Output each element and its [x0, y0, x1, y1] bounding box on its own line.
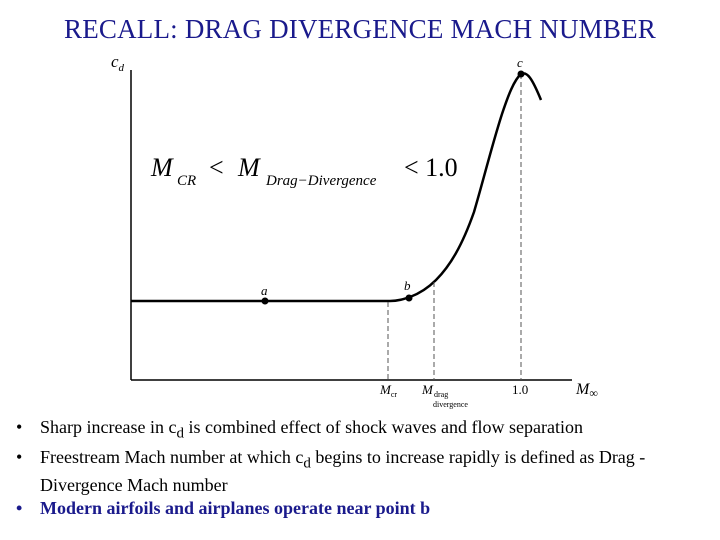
point-a-marker: [261, 297, 269, 305]
svg-text:CR: CR: [177, 173, 196, 189]
svg-text:Drag−Divergence: Drag−Divergence: [265, 173, 377, 189]
svg-text:M: M: [150, 153, 174, 182]
tick-label-mdd-sub-1: drag: [434, 390, 448, 399]
point-b-label: b: [404, 278, 411, 293]
slide-title: RECALL: DRAG DIVERGENCE MACH NUMBER: [63, 14, 656, 44]
point-c-marker: [517, 70, 525, 78]
bullet-marker: •: [16, 498, 23, 519]
inequality-equation: M CR < M Drag−Divergence < 1.0: [150, 153, 458, 189]
y-axis-label: cd: [111, 52, 125, 74]
tick-label-mdd: M: [421, 382, 434, 397]
svg-text:<: <: [209, 153, 224, 182]
point-c-label: c: [517, 55, 523, 70]
svg-text:< 1.0: < 1.0: [404, 153, 458, 182]
bullet-marker: •: [16, 417, 23, 437]
point-b-marker: [405, 294, 413, 302]
tick-label-mcr: Mcr: [379, 382, 397, 399]
bullet-list: • Sharp increase in cd is combined effec…: [14, 416, 708, 520]
bullet-item-2: • Freestream Mach number at which cd beg…: [16, 446, 646, 496]
bullet-item-1: • Sharp increase in cd is combined effec…: [16, 417, 583, 442]
svg-text:M: M: [237, 153, 261, 182]
point-a-label: a: [261, 283, 268, 298]
tick-label-one: 1.0: [512, 382, 528, 397]
x-axis-label: M∞: [575, 381, 598, 400]
bullet-item-3: • Modern airfoils and airplanes operate …: [16, 498, 431, 519]
bullet-marker: •: [16, 446, 23, 467]
tick-label-mdd-sub-2: divergence: [433, 400, 468, 409]
